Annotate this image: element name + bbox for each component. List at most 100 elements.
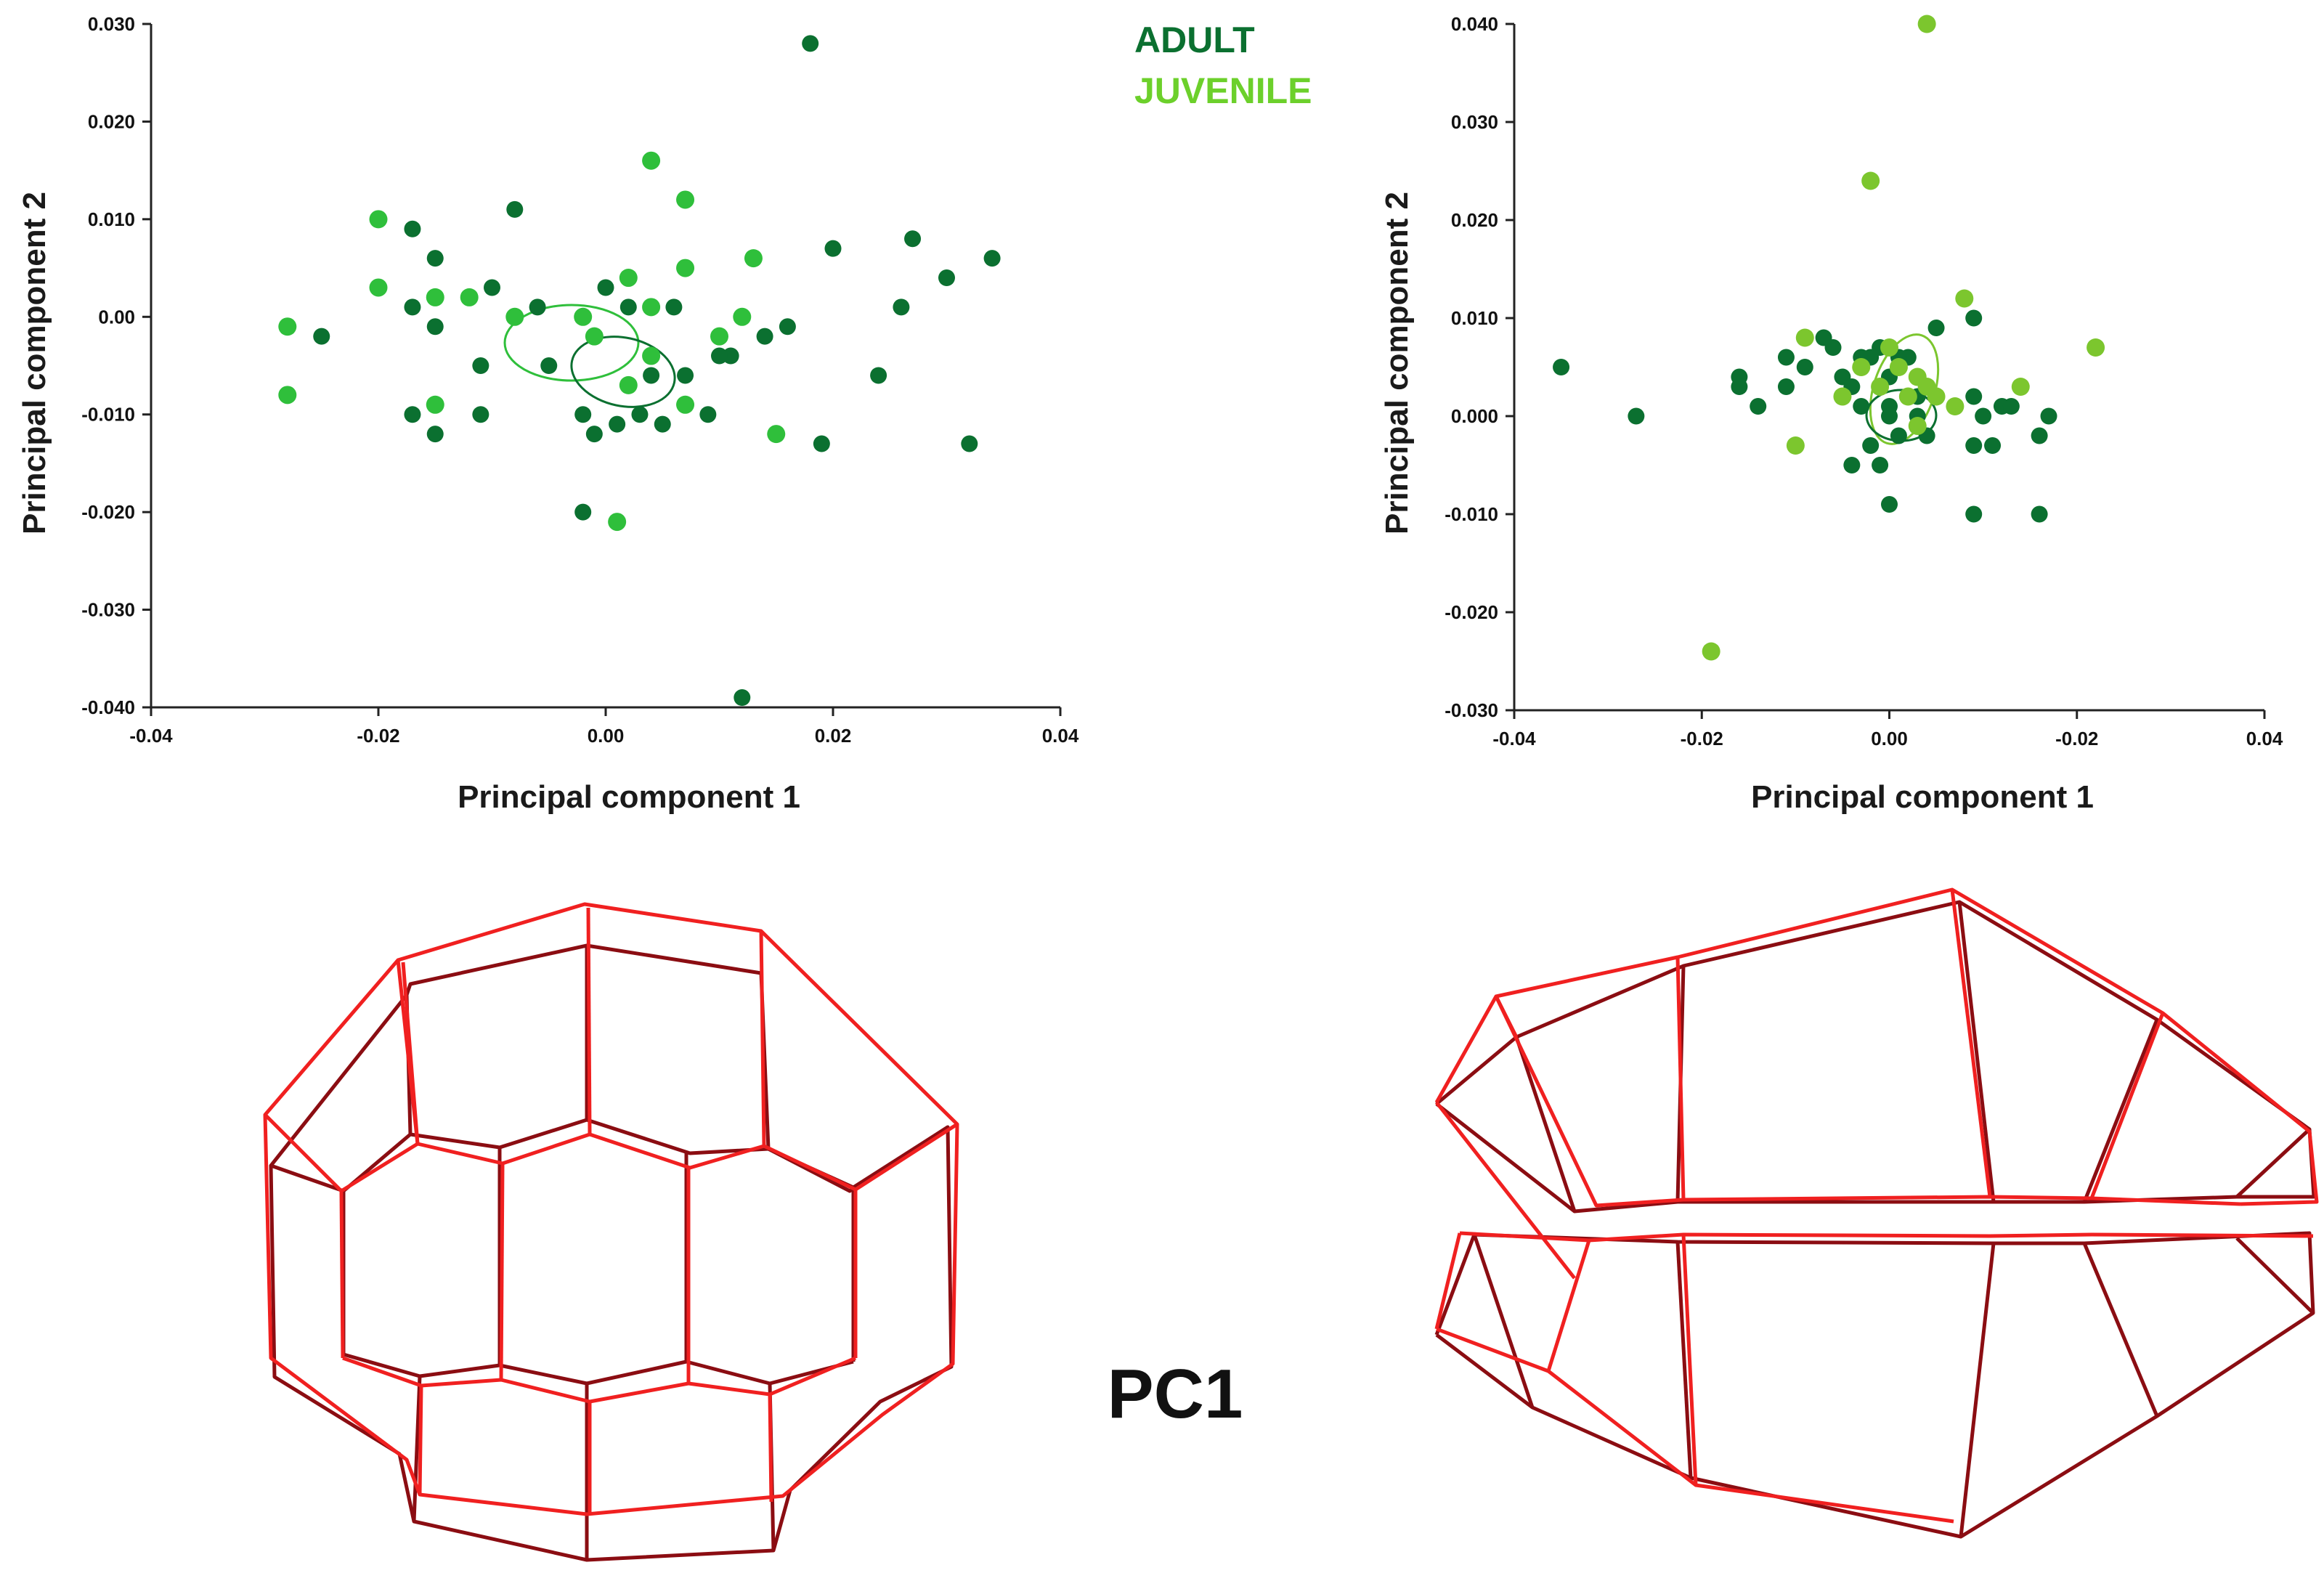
wireframe-side-view	[1434, 887, 2319, 1539]
y-axis-label: Principal component 2	[1379, 192, 1415, 535]
data-point-juvenile	[1946, 397, 1965, 415]
data-point-adult	[756, 328, 773, 345]
data-point-juvenile	[642, 298, 661, 317]
data-point-juvenile	[642, 151, 661, 170]
y-tick-label: -0.010	[1445, 503, 1498, 525]
data-point-adult	[961, 435, 978, 452]
wireframe-front-view	[263, 902, 959, 1562]
x-tick-label: 0.02	[815, 725, 852, 747]
data-point-juvenile	[2011, 378, 2030, 396]
data-point-adult	[1984, 437, 2002, 454]
data-point-juvenile	[1955, 289, 1974, 308]
data-point-juvenile	[744, 249, 763, 268]
data-point-adult	[1872, 457, 1889, 473]
data-point-adult	[983, 250, 1001, 267]
data-point-juvenile	[619, 375, 638, 394]
data-point-adult	[1750, 398, 1767, 415]
data-point-juvenile	[426, 395, 444, 414]
y-tick-label: 0.00	[98, 306, 135, 328]
data-point-adult	[404, 406, 421, 423]
data-point-juvenile	[733, 307, 752, 326]
data-point-juvenile	[608, 513, 627, 532]
data-point-adult	[1628, 407, 1645, 425]
data-point-juvenile	[460, 288, 479, 306]
data-point-juvenile	[1898, 387, 1917, 406]
data-point-adult	[472, 406, 489, 423]
data-point-adult	[938, 269, 955, 287]
data-point-adult	[404, 298, 421, 316]
data-point-adult	[1777, 378, 1795, 395]
x-tick-label: -0.02	[2055, 728, 2098, 749]
data-point-adult	[426, 250, 444, 267]
data-point-juvenile	[426, 288, 444, 306]
data-point-adult	[1965, 437, 1983, 454]
data-point-adult	[574, 406, 592, 423]
data-point-juvenile	[1795, 328, 1814, 347]
y-tick-label: -0.040	[81, 696, 135, 718]
data-point-juvenile	[1880, 338, 1898, 357]
data-point-juvenile	[1917, 15, 1936, 33]
y-tick-label: 0.020	[88, 110, 135, 132]
y-tick-label: 0.020	[1451, 209, 1498, 231]
data-point-juvenile	[2087, 338, 2105, 357]
data-point-adult	[870, 367, 887, 384]
data-point-adult	[1881, 407, 1898, 425]
data-point-juvenile	[585, 327, 604, 346]
scatter-plot-left: 0.030 0.020 0.010 0.00 -0.010 -0.020 -0.030 -0.…	[17, 13, 1079, 815]
y-tick-label: -0.020	[1445, 601, 1498, 623]
data-point-juvenile	[676, 259, 695, 277]
x-tick-label: 0.04	[1042, 725, 1079, 747]
x-tick-label: -0.04	[129, 725, 173, 747]
data-point-juvenile	[676, 190, 695, 209]
x-tick-label: -0.02	[357, 725, 399, 747]
data-point-adult	[631, 406, 649, 423]
data-point-adult	[2002, 398, 2020, 415]
data-point-juvenile	[369, 278, 388, 297]
data-point-adult	[1965, 505, 1983, 523]
data-point-juvenile	[1786, 436, 1805, 455]
data-point-juvenile	[1871, 378, 1890, 396]
data-point-adult	[484, 279, 500, 296]
data-point-juvenile	[1702, 642, 1720, 661]
data-point-adult	[779, 318, 796, 336]
x-tick-label: -0.02	[1681, 728, 1723, 749]
data-point-adult	[677, 367, 694, 384]
y-tick-label: 0.040	[1451, 13, 1498, 35]
confidence-ellipse-adult	[570, 336, 676, 408]
data-point-adult	[529, 298, 546, 316]
x-tick-label: 0.00	[1871, 728, 1908, 749]
data-point-adult	[2031, 505, 2048, 523]
data-point-juvenile	[619, 269, 638, 288]
data-point-juvenile	[676, 395, 695, 414]
legend: ADULT JUVENILE	[1134, 20, 1312, 111]
y-tick-label: 0.030	[88, 13, 135, 35]
data-point-adult	[643, 367, 660, 384]
data-point-adult	[1777, 349, 1795, 366]
y-tick-label: -0.020	[81, 501, 135, 523]
pc1-label: PC1	[1108, 1355, 1243, 1433]
data-point-adult	[1862, 437, 1880, 454]
data-point-adult	[1975, 407, 1992, 425]
data-point-adult	[1890, 427, 1907, 444]
data-point-juvenile	[1908, 417, 1927, 435]
y-tick-label: -0.030	[1445, 699, 1498, 721]
data-point-juvenile	[574, 307, 593, 326]
data-point-juvenile	[369, 210, 388, 229]
data-point-adult	[699, 406, 717, 423]
data-point-adult	[2031, 427, 2048, 444]
y-tick-label: -0.010	[81, 404, 135, 426]
data-point-juvenile	[1927, 387, 1946, 406]
data-point-adult	[893, 298, 910, 316]
data-point-juvenile	[1889, 358, 1908, 376]
x-axis-label: Principal component 1	[458, 779, 800, 815]
legend-adult: ADULT	[1134, 20, 1255, 60]
data-point-adult	[665, 298, 683, 316]
data-point-adult	[313, 328, 330, 345]
legend-juvenile: JUVENILE	[1134, 70, 1312, 111]
data-point-adult	[813, 435, 830, 452]
data-point-adult	[711, 347, 728, 365]
data-point-adult	[506, 200, 524, 218]
data-point-adult	[824, 240, 842, 257]
data-point-adult	[1881, 496, 1898, 513]
data-point-adult	[2040, 407, 2057, 425]
